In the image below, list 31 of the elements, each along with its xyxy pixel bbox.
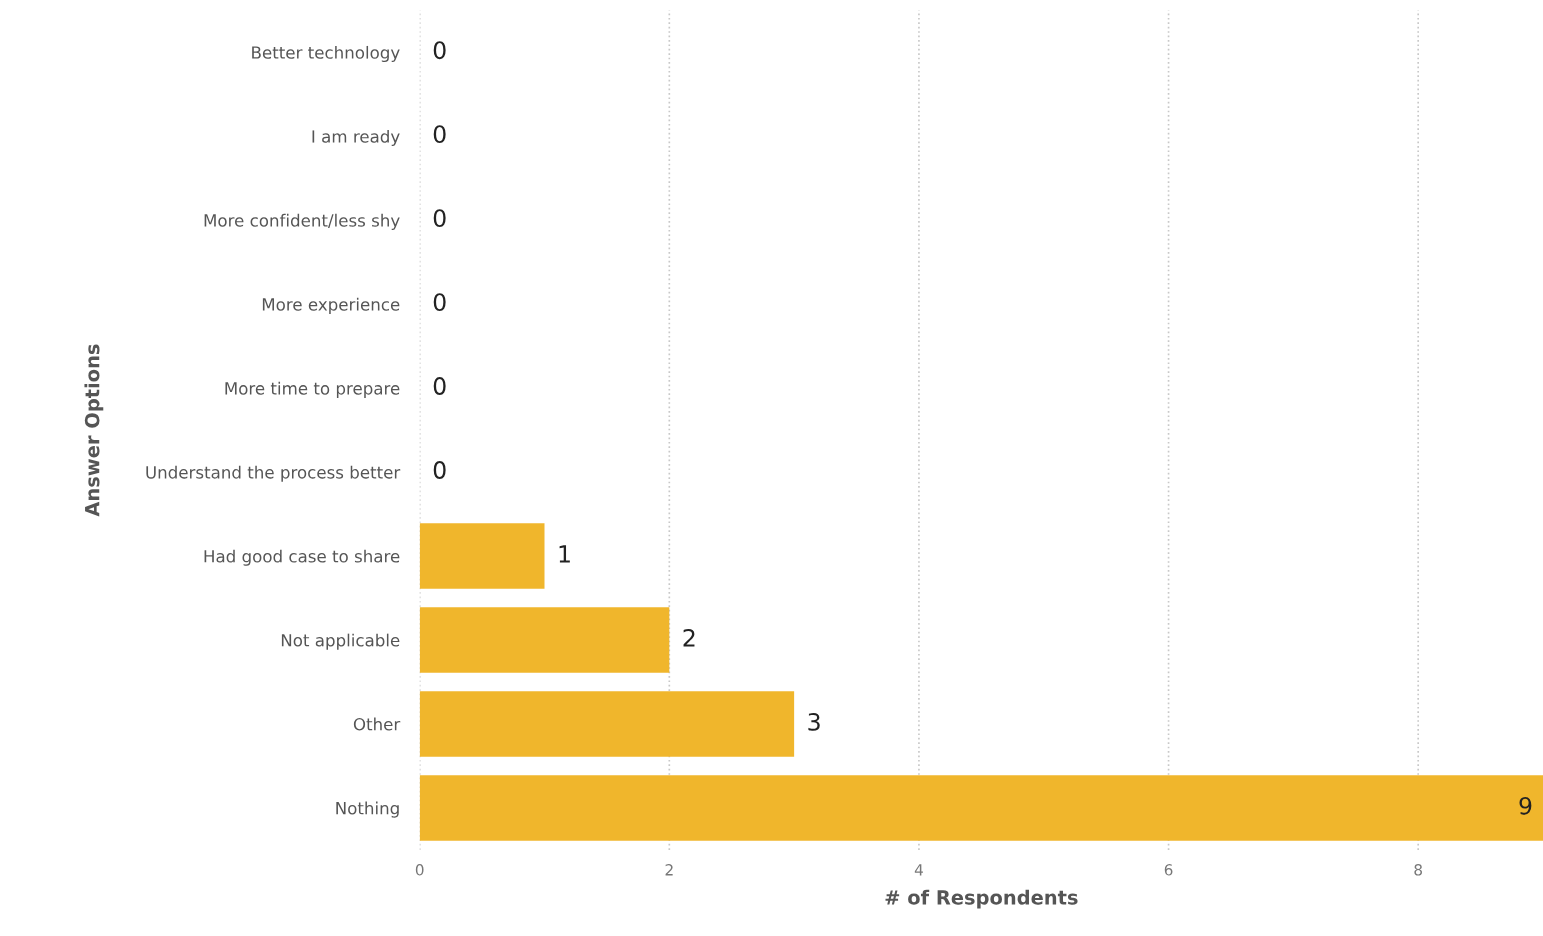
y-tick-label: Better technology — [252, 45, 400, 63]
y-tick-label: Not applicable — [281, 633, 400, 650]
y-tick-label: More time to prepare — [225, 381, 400, 398]
y-axis-title: Answer Options — [84, 344, 104, 517]
data-label: 0 — [433, 293, 446, 311]
y-tick-label: Nothing — [336, 801, 399, 818]
data-label: 0 — [433, 41, 446, 60]
data-label: 0 — [433, 377, 446, 395]
data-label: 2 — [683, 628, 695, 647]
x-tick-label: 6 — [1164, 864, 1173, 876]
bar — [419, 607, 670, 673]
data-label: 3 — [808, 712, 820, 731]
y-tick-label: Had good case to share — [204, 549, 400, 566]
data-label: 0 — [433, 125, 446, 144]
x-axis-title: # of Respondents — [885, 889, 1078, 909]
data-label: 0 — [433, 209, 446, 228]
y-tick-label: More experience — [262, 297, 400, 314]
y-tick-label: I am ready — [312, 129, 400, 147]
x-tick-label: 2 — [665, 864, 673, 876]
data-label: 0 — [433, 461, 446, 479]
x-tick-label: 8 — [1414, 864, 1422, 876]
bar — [419, 775, 1543, 841]
y-tick-label: More confident/less shy — [204, 213, 400, 230]
x-tick-label: 4 — [914, 864, 923, 876]
data-label: 1 — [559, 545, 570, 563]
bar — [419, 523, 545, 589]
y-tick-label: Understand the process better — [146, 465, 401, 482]
bar — [419, 691, 795, 757]
y-tick-label: Other — [353, 717, 401, 731]
x-tick-label: 0 — [415, 864, 424, 876]
data-label: 9 — [1519, 796, 1532, 815]
